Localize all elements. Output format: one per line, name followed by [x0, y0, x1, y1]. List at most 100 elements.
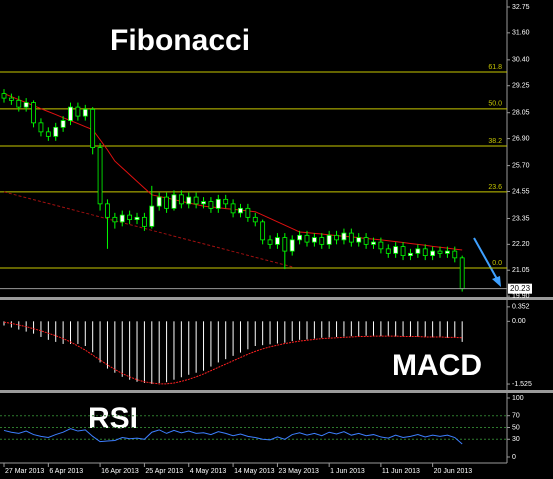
candle-body [289, 239, 295, 252]
y-tick-label: 24.55 [512, 188, 530, 195]
candle-body [208, 201, 214, 209]
last-price-box [508, 283, 532, 294]
candle-body [127, 214, 133, 221]
candle-body [60, 120, 66, 128]
x-tick-label: 4 May 2013 [190, 468, 227, 475]
candle-body [82, 108, 88, 117]
candle-body [459, 257, 465, 290]
y-tick-label: 31.60 [512, 30, 530, 37]
candle-body [282, 237, 288, 252]
y-tick-label: 50 [512, 424, 520, 431]
candle-body [31, 102, 36, 124]
y-tick-label: -1.525 [512, 381, 532, 388]
candle-body [430, 250, 436, 257]
candle-body [267, 239, 273, 245]
candle-body [105, 203, 110, 218]
candle-body [45, 131, 51, 137]
y-tick-label: 0.00 [512, 318, 526, 325]
candle-body [304, 234, 310, 243]
candle-body [238, 207, 243, 214]
candle-body [297, 234, 303, 241]
candle-body [119, 214, 125, 223]
candle-body [371, 241, 376, 245]
candle-body [444, 250, 450, 254]
candle-body [415, 248, 421, 254]
candle-body [142, 216, 147, 227]
fib-label: 23.6 [488, 184, 502, 191]
candle-body [1, 93, 7, 99]
x-tick-label: 11 Jun 2013 [382, 468, 420, 475]
candle-body [408, 252, 413, 257]
candle-body [112, 216, 118, 223]
candle-body [178, 194, 184, 205]
candle-body [252, 216, 258, 223]
candle-body [38, 122, 44, 133]
y-tick-label: 19.90 [512, 293, 530, 300]
candle-body [341, 232, 347, 241]
candle-body [134, 216, 140, 221]
chart-title: Fibonacci [110, 24, 250, 57]
candle-body [260, 221, 266, 241]
y-tick-label: 70 [512, 413, 520, 420]
y-tick-label: 30.40 [512, 57, 530, 64]
candle-body [422, 248, 428, 257]
candle-body [363, 237, 369, 245]
y-tick-label: 25.70 [512, 162, 530, 169]
candle-body [393, 246, 399, 254]
candle-body [16, 99, 22, 108]
candle-body [334, 234, 339, 241]
x-tick-label: 27 Mar 2013 [5, 468, 44, 475]
candle-body [437, 250, 443, 254]
x-tick-label: 6 Apr 2013 [49, 468, 83, 475]
candle-body [171, 194, 177, 209]
fib-label: 0.0 [492, 260, 502, 267]
candle-body [311, 237, 317, 243]
y-tick-label: 30 [512, 436, 520, 443]
y-tick-label: 22.20 [512, 241, 530, 248]
trend-arrow [473, 237, 501, 287]
fib-label: 38.2 [488, 138, 502, 145]
panel-separator [0, 297, 553, 300]
y-tick-label: 100 [512, 395, 524, 402]
y-tick-label: 23.35 [512, 215, 530, 222]
x-tick-label: 14 May 2013 [234, 468, 275, 475]
macd-signal [3, 321, 463, 385]
candle-body [400, 246, 406, 257]
x-tick-label: 16 Apr 2013 [101, 468, 139, 475]
y-tick-label: 21.05 [512, 267, 530, 274]
candle-body [186, 196, 192, 205]
candle-body [193, 196, 199, 205]
candle-body [245, 207, 251, 218]
candle-body [356, 237, 362, 243]
y-tick-label: 28.05 [512, 110, 530, 117]
candle-body [164, 196, 169, 209]
candle-body [452, 250, 458, 259]
candle-body [75, 106, 81, 117]
rsi-line [3, 428, 463, 445]
candle-body [97, 147, 103, 205]
candle-body [223, 198, 229, 205]
macd-title: MACD [392, 349, 482, 382]
y-tick-label: 0 [512, 454, 516, 461]
candle-body [275, 237, 280, 245]
candle-body [68, 106, 73, 121]
candle-body [23, 102, 29, 108]
fib-label: 50.0 [488, 101, 502, 108]
candle-body [156, 196, 162, 207]
candle-body [230, 203, 236, 214]
candle-body [90, 108, 96, 148]
panel-separator [0, 390, 553, 393]
last-price-label: 20.23 [510, 284, 531, 293]
y-tick-label: 29.25 [512, 83, 530, 90]
candle-body [8, 97, 14, 101]
candle-body [378, 241, 384, 250]
x-tick-label: 1 Jun 2013 [330, 468, 365, 475]
candle-body [348, 232, 354, 243]
x-tick-label: 20 Jun 2013 [434, 468, 473, 475]
x-tick-label: 25 Apr 2013 [145, 468, 183, 475]
candle-body [326, 234, 332, 245]
candle-body [201, 201, 206, 205]
candle-body [319, 237, 325, 245]
